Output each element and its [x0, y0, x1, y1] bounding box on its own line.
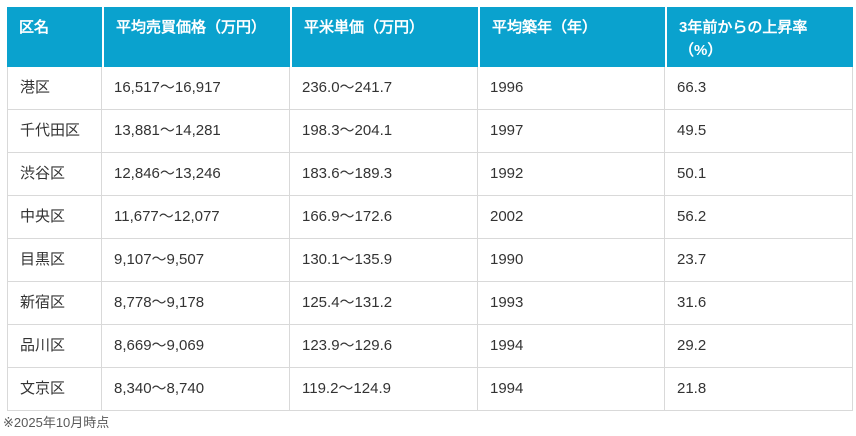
column-header-ward: 区名	[7, 7, 102, 67]
built-year-cell: 1994	[478, 368, 665, 411]
table-container: 区名 平均売買価格（万円） 平米単価（万円） 平均築年（年） 3年前からの上昇率…	[7, 7, 853, 411]
avg-price-cell: 8,669〜9,069	[102, 325, 290, 368]
avg-price-cell: 11,677〜12,077	[102, 196, 290, 239]
built-year-cell: 1993	[478, 282, 665, 325]
built-year-cell: 1990	[478, 239, 665, 282]
ward-name-cell: 文京区	[7, 368, 102, 411]
unit-price-cell: 198.3〜204.1	[290, 110, 478, 153]
increase-rate-cell: 29.2	[665, 325, 853, 368]
table-row: 文京区 8,340〜8,740 119.2〜124.9 1994 21.8	[7, 368, 853, 411]
unit-price-cell: 130.1〜135.9	[290, 239, 478, 282]
increase-rate-cell: 56.2	[665, 196, 853, 239]
built-year-cell: 2002	[478, 196, 665, 239]
ward-name-cell: 千代田区	[7, 110, 102, 153]
ward-name-cell: 目黒区	[7, 239, 102, 282]
avg-price-cell: 12,846〜13,246	[102, 153, 290, 196]
built-year-cell: 1997	[478, 110, 665, 153]
built-year-cell: 1996	[478, 67, 665, 110]
table-row: 港区 16,517〜16,917 236.0〜241.7 1996 66.3	[7, 67, 853, 110]
unit-price-cell: 236.0〜241.7	[290, 67, 478, 110]
ward-name-cell: 港区	[7, 67, 102, 110]
unit-price-cell: 125.4〜131.2	[290, 282, 478, 325]
avg-price-cell: 16,517〜16,917	[102, 67, 290, 110]
increase-rate-cell: 21.8	[665, 368, 853, 411]
avg-price-cell: 8,340〜8,740	[102, 368, 290, 411]
column-header-unit-price: 平米単価（万円）	[290, 7, 478, 67]
increase-rate-cell: 23.7	[665, 239, 853, 282]
avg-price-cell: 8,778〜9,178	[102, 282, 290, 325]
table-row: 品川区 8,669〜9,069 123.9〜129.6 1994 29.2	[7, 325, 853, 368]
column-header-built-year: 平均築年（年）	[478, 7, 665, 67]
unit-price-cell: 183.6〜189.3	[290, 153, 478, 196]
table-row: 新宿区 8,778〜9,178 125.4〜131.2 1993 31.6	[7, 282, 853, 325]
avg-price-cell: 13,881〜14,281	[102, 110, 290, 153]
increase-rate-cell: 31.6	[665, 282, 853, 325]
column-header-increase-rate: 3年前からの上昇率（%）	[665, 7, 853, 67]
table-row: 目黒区 9,107〜9,507 130.1〜135.9 1990 23.7	[7, 239, 853, 282]
column-header-avg-price: 平均売買価格（万円）	[102, 7, 290, 67]
footnote: ※2025年10月時点	[3, 415, 110, 430]
avg-price-cell: 9,107〜9,507	[102, 239, 290, 282]
built-year-cell: 1994	[478, 325, 665, 368]
increase-rate-cell: 66.3	[665, 67, 853, 110]
ward-name-cell: 品川区	[7, 325, 102, 368]
built-year-cell: 1992	[478, 153, 665, 196]
unit-price-cell: 119.2〜124.9	[290, 368, 478, 411]
increase-rate-cell: 50.1	[665, 153, 853, 196]
table-row: 中央区 11,677〜12,077 166.9〜172.6 2002 56.2	[7, 196, 853, 239]
price-table: 区名 平均売買価格（万円） 平米単価（万円） 平均築年（年） 3年前からの上昇率…	[7, 7, 853, 411]
increase-rate-cell: 49.5	[665, 110, 853, 153]
ward-name-cell: 渋谷区	[7, 153, 102, 196]
unit-price-cell: 123.9〜129.6	[290, 325, 478, 368]
header-row: 区名 平均売買価格（万円） 平米単価（万円） 平均築年（年） 3年前からの上昇率…	[7, 7, 853, 67]
table-row: 千代田区 13,881〜14,281 198.3〜204.1 1997 49.5	[7, 110, 853, 153]
unit-price-cell: 166.9〜172.6	[290, 196, 478, 239]
ward-name-cell: 中央区	[7, 196, 102, 239]
ward-name-cell: 新宿区	[7, 282, 102, 325]
table-row: 渋谷区 12,846〜13,246 183.6〜189.3 1992 50.1	[7, 153, 853, 196]
